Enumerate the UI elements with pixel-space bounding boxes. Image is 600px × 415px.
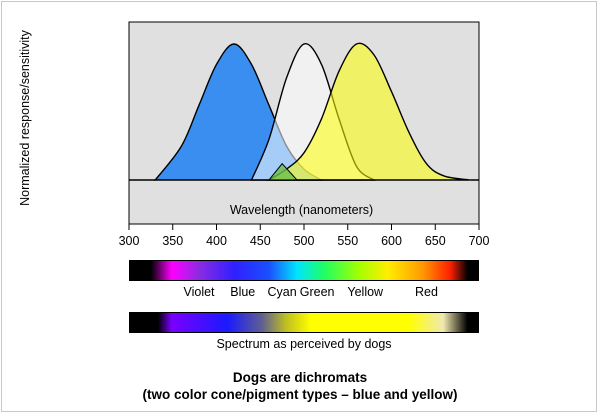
x-tick-label: 700 — [469, 234, 490, 248]
spectrum-label-green: Green — [299, 285, 335, 299]
x-tick-label: 300 — [119, 234, 140, 248]
x-tick-label: 350 — [162, 234, 183, 248]
y-axis-label: Normalized response/sensitivity — [18, 30, 32, 206]
sensitivity-chart: 300 350 400 450 500 550 600 650 700 — [119, 21, 490, 248]
x-tick-label: 450 — [250, 234, 271, 248]
overlap-region — [267, 162, 299, 181]
x-tick-label: 650 — [425, 234, 446, 248]
x-tick-label: 550 — [337, 234, 358, 248]
dog-spectrum-caption: Spectrum as perceived by dogs — [216, 337, 392, 351]
spectrum-label-violet: Violet — [183, 285, 215, 299]
figure-title: Dogs are dichromats — [232, 370, 368, 385]
spectrum-label-red: Red — [415, 285, 438, 299]
x-tick-label: 500 — [294, 234, 315, 248]
visible-spectrum-bar — [129, 260, 479, 281]
x-tick-label: 600 — [381, 234, 402, 248]
spectrum-label-blue: Blue — [230, 285, 256, 299]
x-axis-label: Wavelength (nanometers) — [229, 203, 374, 217]
figure-subtitle: (two color cone/pigment types – blue and… — [142, 387, 458, 402]
dog-spectrum-bar — [129, 312, 479, 333]
yellow-cone-curve — [266, 42, 471, 181]
x-tick-label: 400 — [206, 234, 227, 248]
spectrum-label-yellow: Yellow — [347, 285, 384, 299]
spectrum-label-cyan: Cyan — [267, 285, 297, 299]
